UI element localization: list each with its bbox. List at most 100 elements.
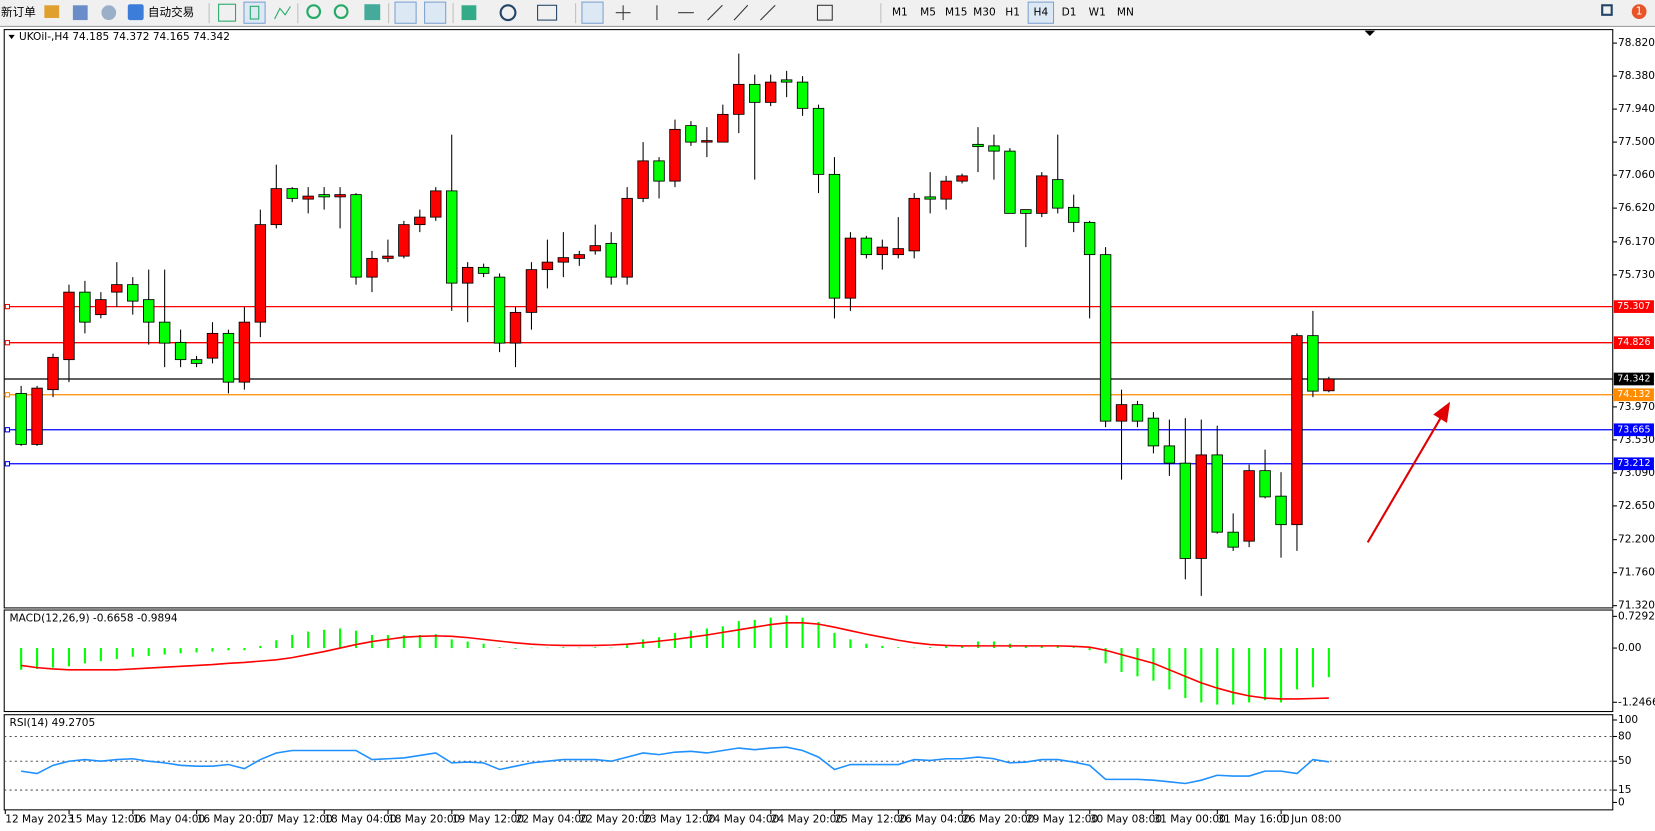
chart-title: UKOil-,H4 74.185 74.372 74.165 74.342: [19, 31, 230, 43]
signal-line: [21, 622, 1329, 700]
zoom-in-button[interactable]: [306, 4, 322, 20]
label-button[interactable]: [816, 4, 833, 21]
channel-button[interactable]: [733, 4, 749, 21]
macd-bar: [514, 648, 517, 649]
x-tick-label: 22 May 20:00: [579, 813, 652, 825]
candle-body: [525, 269, 538, 313]
timeframe-button[interactable]: M1: [892, 7, 908, 19]
candle-body: [222, 332, 235, 383]
macd-bar: [913, 647, 916, 649]
autoscroll-button[interactable]: [394, 1, 417, 24]
timeframe-button[interactable]: M5: [920, 7, 936, 19]
candle-body: [637, 160, 649, 199]
level-handle: [4, 427, 11, 433]
x-tick-label: 18 May 04:00: [324, 813, 397, 825]
candle-body: [461, 266, 474, 284]
fibo-button[interactable]: [760, 4, 776, 21]
macd-bar: [1184, 648, 1187, 699]
macd-bar: [179, 648, 182, 654]
level-label: 75.307: [1617, 301, 1650, 312]
icon[interactable]: [101, 5, 117, 21]
macd-bar: [642, 639, 645, 649]
y-tick-label: 73.530: [1618, 434, 1655, 446]
timeframe-button[interactable]: MN: [1117, 7, 1134, 19]
y-tick-label: 78.380: [1618, 70, 1655, 82]
candle-body: [509, 311, 522, 344]
macd-bar: [769, 617, 772, 649]
auto-trade-button[interactable]: 自动交易: [148, 5, 194, 19]
x-tick-label: 26 May 04:00: [898, 813, 971, 825]
timeframe-button[interactable]: H4: [1034, 7, 1049, 19]
candle-body: [892, 248, 904, 256]
candle-body: [111, 284, 123, 293]
macd-bar: [610, 647, 613, 649]
candle-body: [477, 266, 490, 274]
periods-button[interactable]: [499, 4, 517, 22]
y-tick-label: 77.500: [1618, 136, 1655, 148]
icon: [249, 5, 260, 20]
icon[interactable]: [44, 5, 60, 18]
level-label: 73.212: [1617, 458, 1650, 469]
macd-bar: [562, 647, 565, 649]
macd-bar: [897, 647, 900, 649]
macd-bar: [626, 643, 629, 649]
candle-body: [1052, 179, 1064, 209]
macd-bar: [1279, 648, 1283, 703]
x-tick-label: 17 May 12:00: [260, 813, 333, 825]
candle-body: [382, 255, 394, 259]
macd-bar: [1024, 645, 1027, 649]
search-button[interactable]: [1601, 4, 1613, 16]
timeframe-button[interactable]: H1: [1005, 7, 1020, 19]
tile-button[interactable]: [364, 4, 381, 21]
y-tick-label: 0.7292: [1618, 610, 1655, 622]
candle-body: [238, 321, 251, 383]
macd-bar: [243, 648, 246, 651]
macd-bar: [36, 648, 39, 669]
candle-body: [15, 392, 27, 445]
x-tick-label: 30 May 08:00: [1090, 813, 1163, 825]
candle-body: [749, 83, 761, 103]
bar-chart-button[interactable]: [218, 3, 237, 22]
macd-bar: [434, 634, 437, 649]
zoom-out-button[interactable]: [333, 4, 349, 20]
candle-body: [860, 237, 873, 256]
macd-bar: [307, 631, 310, 649]
macd-bar: [67, 648, 71, 667]
candle-body: [1259, 470, 1271, 498]
candle-chart-button[interactable]: [243, 1, 266, 24]
candle-body: [908, 197, 920, 252]
cursor-button[interactable]: [581, 1, 604, 24]
line-chart-button[interactable]: [274, 6, 291, 20]
macd-title: MACD(12,26,9) -0.6658 -0.9894: [10, 612, 178, 624]
timeframe-button[interactable]: M15: [945, 7, 968, 19]
candle-body: [1131, 404, 1144, 422]
candle-body: [589, 245, 601, 252]
shift-marker: [1364, 30, 1376, 36]
x-tick-label: 16 May 20:00: [197, 813, 270, 825]
x-tick-label: 24 May 20:00: [771, 813, 844, 825]
candle-body: [1099, 254, 1112, 422]
auto-trade-icon[interactable]: [127, 4, 144, 21]
candle-body: [844, 237, 857, 299]
icon[interactable]: [72, 5, 88, 21]
shift-button[interactable]: [424, 1, 447, 24]
notification-badge[interactable]: [1631, 4, 1647, 20]
candle-body: [717, 113, 729, 143]
macd-bar: [673, 632, 677, 649]
y-tick-label: 80: [1618, 730, 1632, 742]
indicators-button[interactable]: [461, 5, 477, 21]
arrow-shaft: [1366, 413, 1444, 543]
candle-body: [573, 254, 586, 259]
annotation-arrow: [1366, 401, 1451, 543]
y-tick-label: 75.730: [1618, 269, 1655, 281]
timeframe-button[interactable]: W1: [1089, 7, 1106, 19]
candle-body: [286, 188, 298, 199]
timeframe-button[interactable]: D1: [1062, 7, 1077, 19]
trendline-button[interactable]: [707, 4, 723, 21]
templates-button[interactable]: [537, 4, 558, 21]
candle-body: [1275, 495, 1287, 526]
new-order-button[interactable]: 新订单: [1, 5, 36, 19]
timeframe-button[interactable]: M30: [973, 7, 996, 19]
level-tag: [1613, 457, 1654, 471]
